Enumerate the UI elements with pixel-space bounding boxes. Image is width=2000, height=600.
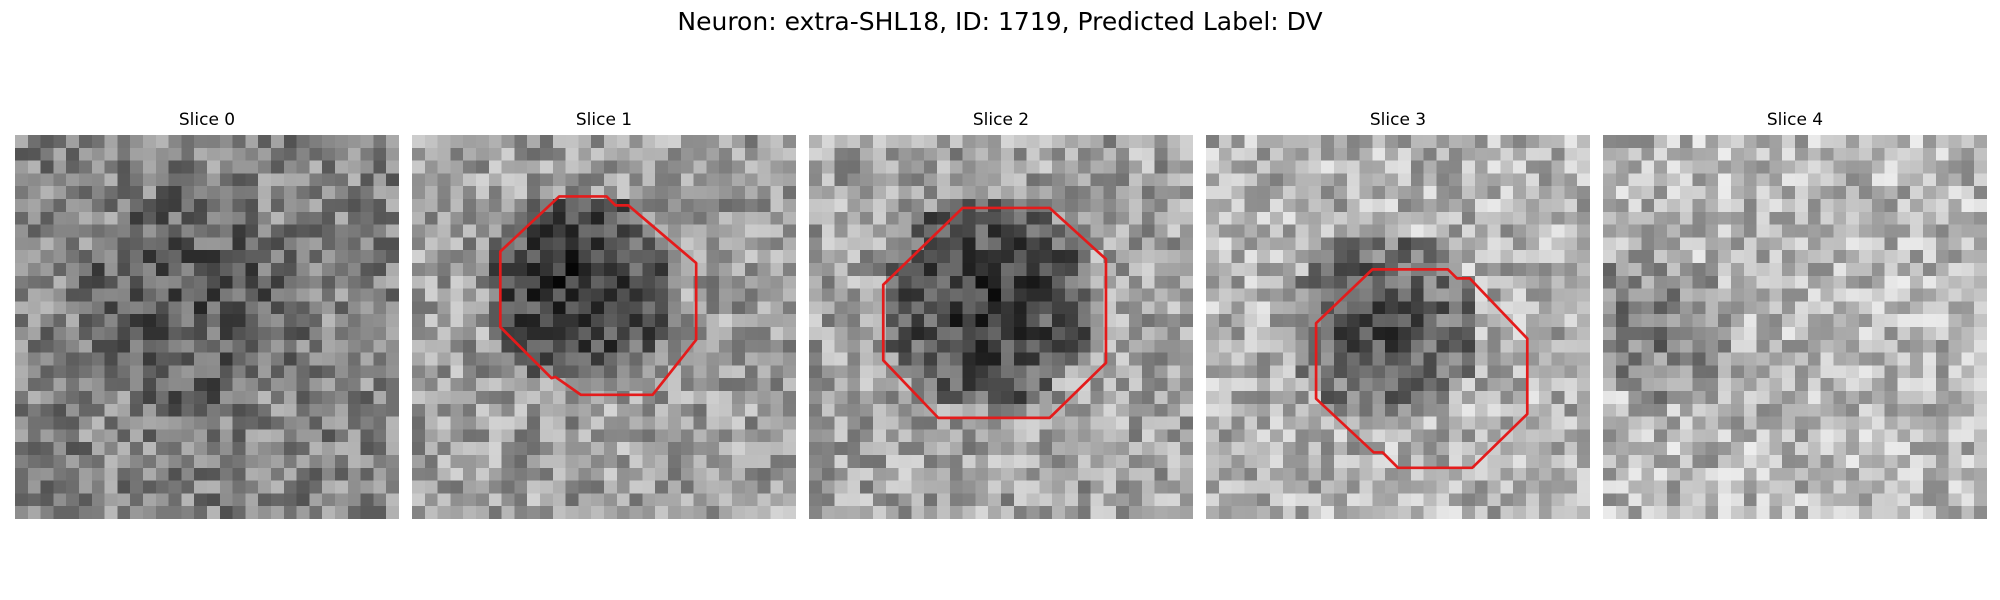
slice-1-contour — [498, 195, 698, 397]
slice-0-image — [15, 135, 399, 519]
slice-3-pixels — [1206, 135, 1590, 519]
slice-4-title: Slice 4 — [1766, 110, 1824, 130]
slice-0-title: Slice 0 — [178, 110, 236, 130]
slice-0-pixels — [15, 135, 399, 519]
slice-3-image — [1206, 135, 1590, 519]
slice-3-title: Slice 3 — [1369, 110, 1427, 130]
slice-3-contour — [1314, 268, 1529, 470]
slice-2-pixels — [809, 135, 1193, 519]
slice-4-image — [1603, 135, 1987, 519]
figure-title: Neuron: extra-SHL18, ID: 1719, Predicted… — [677, 7, 1323, 36]
slice-2-title: Slice 2 — [972, 110, 1030, 130]
slice-1-pixels — [412, 135, 796, 519]
slice-2-image — [809, 135, 1193, 519]
slice-4-pixels — [1603, 135, 1987, 519]
slice-1-title: Slice 1 — [575, 110, 633, 130]
slice-1-image — [412, 135, 796, 519]
slice-2-contour — [881, 206, 1108, 420]
